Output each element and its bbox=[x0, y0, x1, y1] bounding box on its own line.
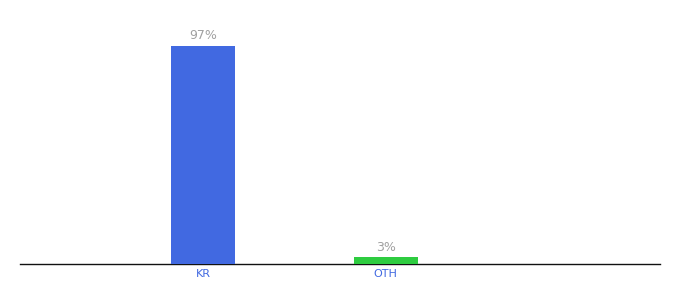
Bar bbox=[354, 257, 418, 264]
Text: 3%: 3% bbox=[376, 241, 396, 254]
Bar bbox=[171, 46, 235, 264]
Text: 97%: 97% bbox=[189, 29, 217, 42]
